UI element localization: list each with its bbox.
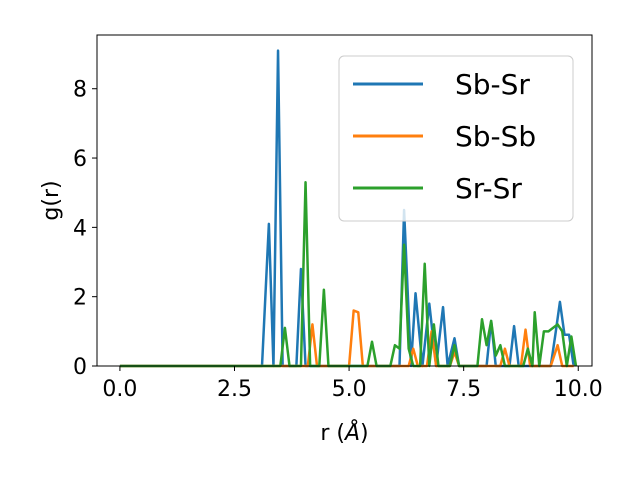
x-tick-label: 5.0 xyxy=(332,377,367,402)
y-tick-label: 2 xyxy=(73,286,87,311)
x-axis-label: r (Å) xyxy=(320,419,368,446)
legend-label: Sr-Sr xyxy=(455,172,522,205)
legend-label: Sb-Sb xyxy=(455,120,536,153)
x-tick-label: 0.0 xyxy=(102,377,137,402)
legend-box xyxy=(338,55,574,222)
x-axis-label-unit: Å xyxy=(343,419,360,446)
x-tick-label: 7.5 xyxy=(446,377,481,402)
x-axis-ticks: 0.0 2.5 5.0 7.5 10.0 xyxy=(102,366,603,402)
y-tick-label: 4 xyxy=(73,216,87,241)
x-axis-label-suffix: ) xyxy=(360,421,369,446)
y-tick-label: 6 xyxy=(73,147,87,172)
x-axis-label-prefix: r ( xyxy=(320,421,345,446)
y-tick-label: 0 xyxy=(73,355,87,380)
legend: Sb-Sr Sb-Sb Sr-Sr xyxy=(338,55,574,222)
x-tick-label: 10.0 xyxy=(554,377,603,402)
x-tick-label: 2.5 xyxy=(217,377,252,402)
legend-label: Sb-Sr xyxy=(455,68,530,101)
y-axis-label: g(r) xyxy=(39,180,64,220)
y-tick-label: 8 xyxy=(73,78,87,103)
plot-area-frame xyxy=(96,34,593,367)
y-axis-ticks: 0 2 4 6 8 xyxy=(73,78,97,380)
